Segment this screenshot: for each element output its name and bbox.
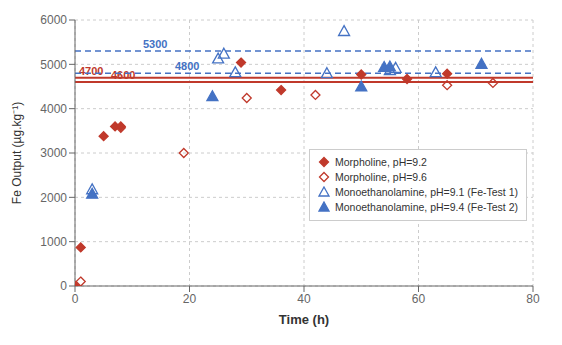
svg-text:1000: 1000 — [40, 235, 67, 249]
svg-text:6000: 6000 — [40, 13, 67, 27]
svg-text:4000: 4000 — [40, 102, 67, 116]
svg-text:4700: 4700 — [79, 65, 103, 77]
svg-text:40: 40 — [297, 292, 311, 306]
svg-text:4600: 4600 — [111, 69, 135, 81]
svg-text:80: 80 — [526, 292, 540, 306]
svg-text:60: 60 — [412, 292, 426, 306]
svg-text:Fe Output (µg.kg⁻¹): Fe Output (µg.kg⁻¹) — [10, 102, 24, 204]
svg-text:4800: 4800 — [175, 60, 199, 72]
html-text:Morpholine, pH=9.6: Morpholine, pH=9.6 — [335, 170, 427, 183]
svg-text:Time (h): Time (h) — [279, 312, 329, 327]
svg-text:0: 0 — [60, 279, 67, 293]
svg-text:3000: 3000 — [40, 146, 67, 160]
html-text:Morpholine, pH=9.2: Morpholine, pH=9.2 — [335, 155, 427, 168]
svg-text:0: 0 — [72, 292, 79, 306]
html-text:Monoethanolamine, pH=9.4 (Fe-T: Monoethanolamine, pH=9.4 (Fe-Test 2) — [335, 200, 518, 213]
svg-text:5000: 5000 — [40, 58, 67, 72]
svg-text:20: 20 — [183, 292, 197, 306]
svg-text:5300: 5300 — [143, 38, 167, 50]
svg-text:2000: 2000 — [40, 191, 67, 205]
html-text:Monoethanolamine, pH=9.1 (Fe-T: Monoethanolamine, pH=9.1 (Fe-Test 1) — [335, 185, 518, 198]
